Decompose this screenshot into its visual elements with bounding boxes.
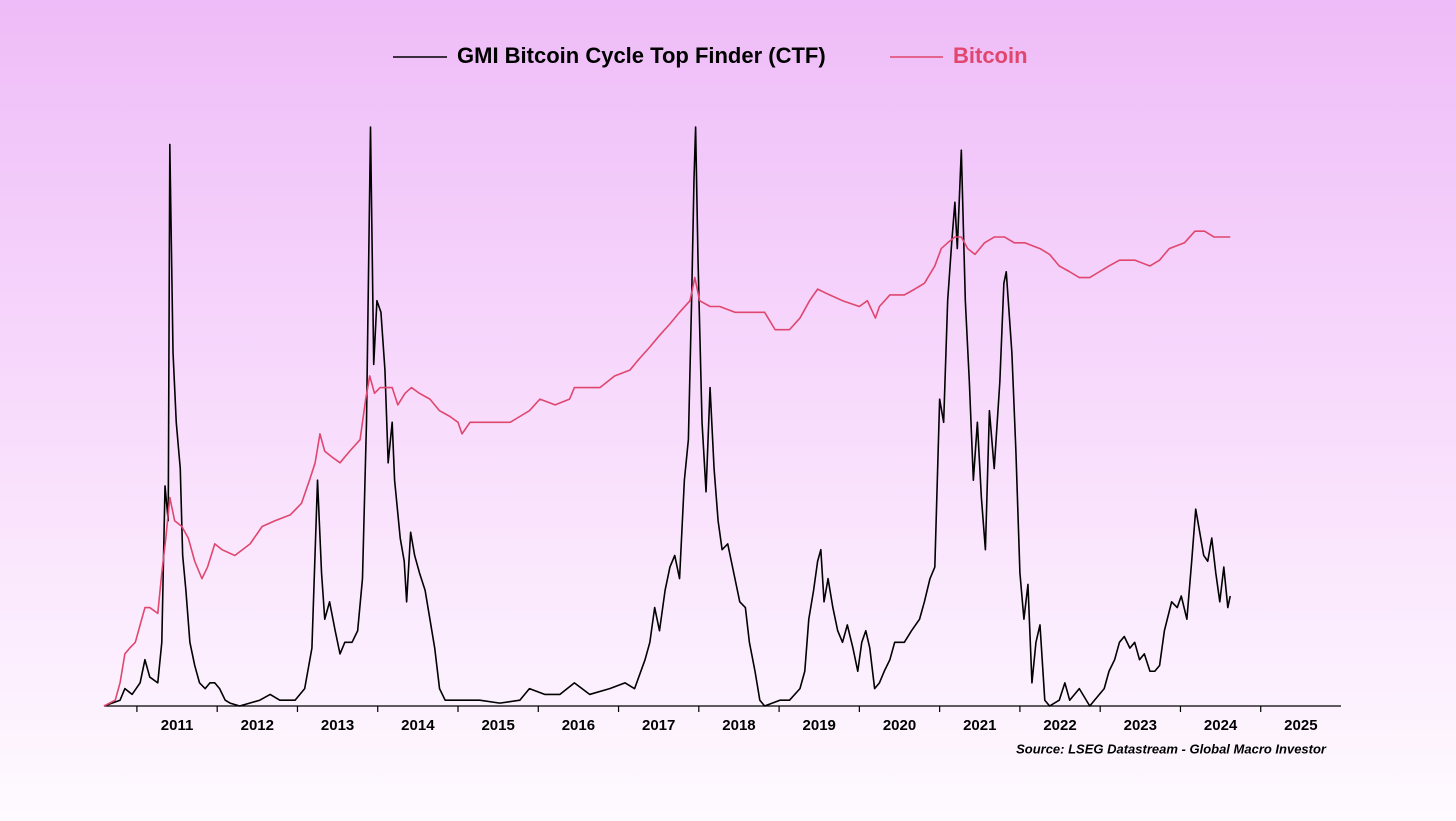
legend-label: Bitcoin (953, 43, 1028, 68)
legend-label: GMI Bitcoin Cycle Top Finder (CTF) (457, 43, 826, 68)
x-tick-label: 2019 (803, 717, 836, 734)
x-tick-label: 2013 (321, 717, 354, 734)
x-tick-label: 2017 (642, 717, 675, 734)
x-tick-label: 2015 (481, 717, 514, 734)
series-line (103, 126, 1232, 707)
series-line (103, 230, 1231, 707)
legend: GMI Bitcoin Cycle Top Finder (CTF) Bitco… (393, 43, 1028, 68)
x-tick-label: 2011 (161, 717, 194, 734)
x-tick-label: 2025 (1284, 717, 1317, 734)
x-tick-label: 2021 (963, 717, 996, 734)
x-tick-label: 2016 (562, 717, 595, 734)
x-tick-label: 2020 (883, 717, 916, 734)
x-tick-label: 2023 (1124, 717, 1157, 734)
x-tick-label: 2024 (1204, 717, 1238, 734)
x-tick-label: 2018 (722, 717, 755, 734)
x-tick-label: 2012 (241, 717, 274, 734)
source-note: Source: LSEG Datastream - Global Macro I… (1016, 741, 1327, 756)
x-tick-label: 2014 (401, 717, 435, 734)
x-tick-label: 2022 (1043, 717, 1076, 734)
